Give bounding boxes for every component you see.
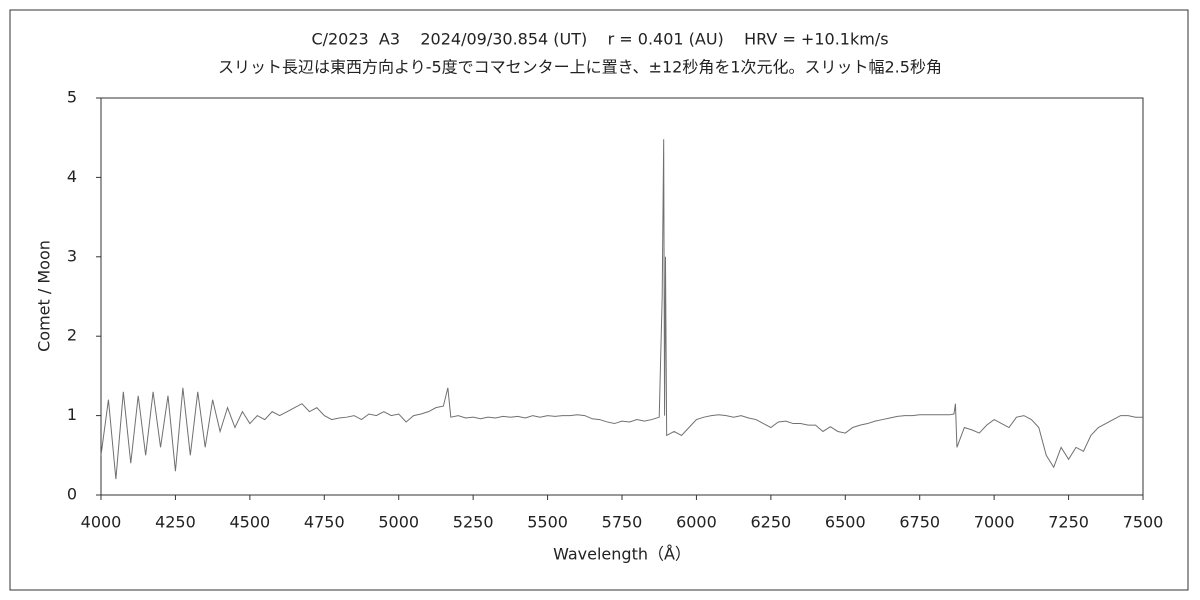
spectrum-line <box>100 139 1143 480</box>
x-tick-label: 7500 <box>1123 513 1164 532</box>
x-tick-label: 4750 <box>304 513 345 532</box>
x-tick-label: 4250 <box>155 513 196 532</box>
chart-title: C/2023 A3 2024/09/30.854 (UT) r = 0.401 … <box>311 30 888 49</box>
x-tick-label: 4500 <box>229 513 270 532</box>
x-tick-label: 5000 <box>378 513 419 532</box>
x-tick-label: 5750 <box>602 513 643 532</box>
x-tick-label: 6000 <box>676 513 717 532</box>
x-tick-label: 7000 <box>974 513 1015 532</box>
y-tick-label: 5 <box>67 88 77 107</box>
y-tick-label: 2 <box>67 326 77 345</box>
y-tick-label: 1 <box>67 405 77 424</box>
x-tick-label: 5500 <box>527 513 568 532</box>
x-tick-label: 5250 <box>453 513 494 532</box>
x-tick-label: 6500 <box>825 513 866 532</box>
x-tick-label: 4000 <box>81 513 122 532</box>
y-tick-label: 4 <box>67 167 77 186</box>
x-axis-label: Wavelength（Å） <box>553 545 691 564</box>
x-tick-label: 6750 <box>899 513 940 532</box>
y-tick-label: 0 <box>67 485 77 504</box>
chart-subtitle: スリット長辺は東西方向より-5度でコマセンター上に置き、±12秒角を1次元化。ス… <box>218 58 942 77</box>
y-tick-label: 3 <box>67 246 77 265</box>
y-axis-label: Comet / Moon <box>35 240 54 352</box>
chart-border <box>9 9 1189 591</box>
x-tick-label: 7250 <box>1048 513 1089 532</box>
x-tick-label: 6250 <box>750 513 791 532</box>
